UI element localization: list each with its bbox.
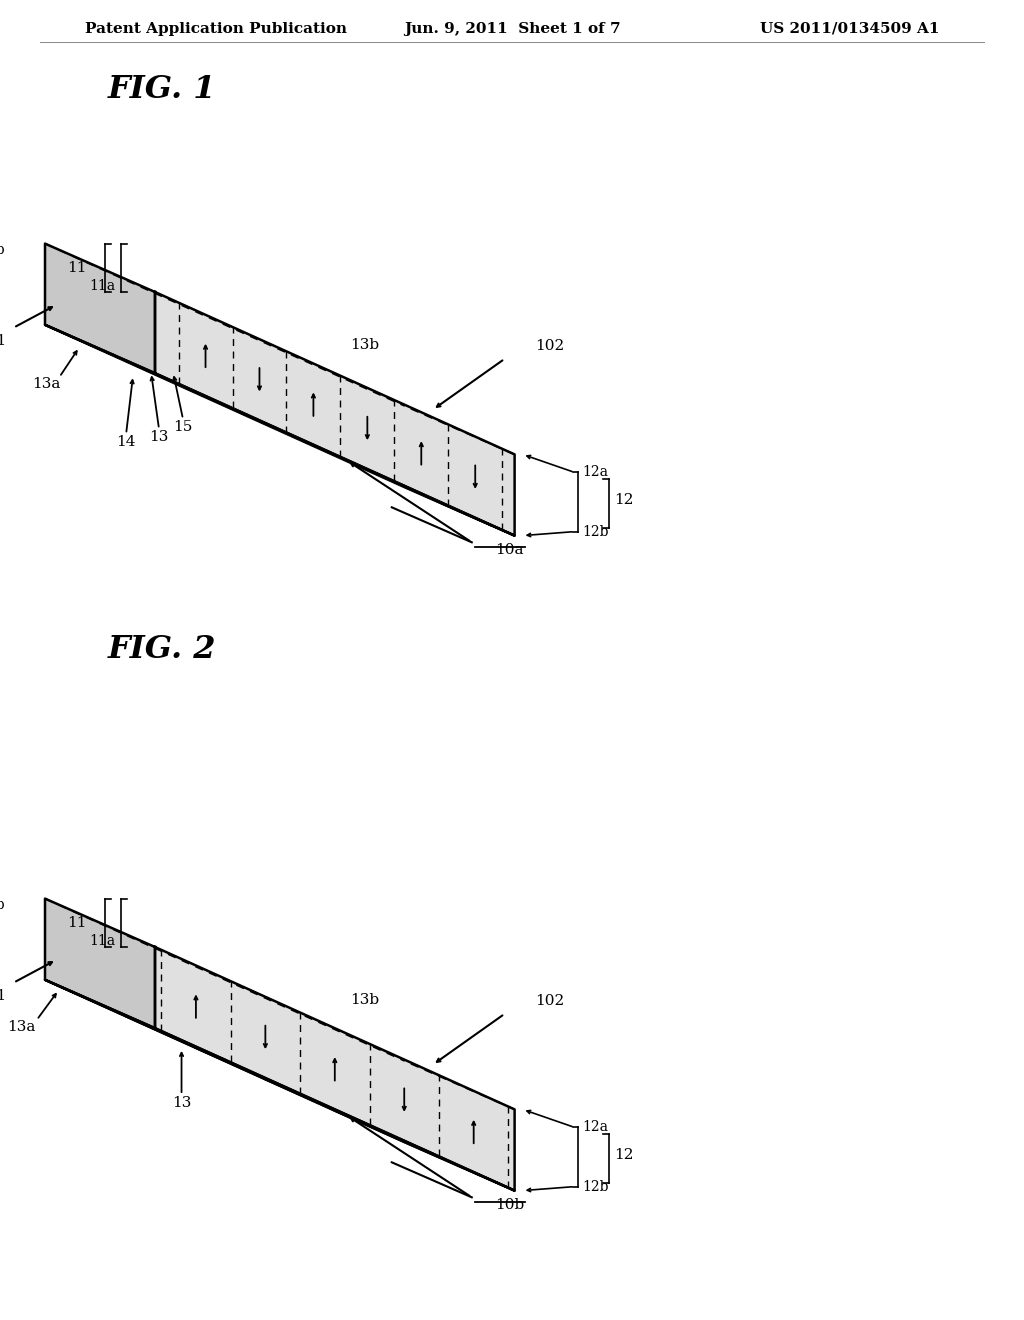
Text: 13b: 13b [350,993,379,1007]
Text: 11: 11 [68,261,87,275]
Polygon shape [45,325,515,536]
Text: 14: 14 [117,436,136,449]
Text: 102: 102 [535,339,564,352]
Text: 13b: 13b [350,338,379,352]
Text: 102: 102 [535,994,564,1007]
Text: 12a: 12a [583,466,608,479]
Text: 101: 101 [0,334,6,347]
Text: Jun. 9, 2011  Sheet 1 of 7: Jun. 9, 2011 Sheet 1 of 7 [403,22,621,36]
Text: 11b: 11b [0,898,5,912]
Text: FIG. 2: FIG. 2 [108,635,216,665]
Text: 10b: 10b [495,1199,524,1212]
Polygon shape [78,339,169,380]
Text: 13: 13 [172,1096,191,1110]
Text: 12b: 12b [583,524,609,539]
Text: 11a: 11a [89,935,115,948]
Text: 13a: 13a [7,1020,36,1034]
Polygon shape [155,946,515,1191]
Polygon shape [132,364,223,404]
Text: 13a: 13a [32,378,60,391]
Text: 15: 15 [173,420,193,434]
Polygon shape [45,899,155,1028]
Polygon shape [186,388,276,429]
Text: 101: 101 [0,989,6,1003]
Text: 12: 12 [614,1148,634,1162]
Polygon shape [401,486,493,527]
Polygon shape [155,292,515,536]
Text: 12a: 12a [583,1121,608,1134]
Text: FIG. 1: FIG. 1 [108,74,216,106]
Text: 11a: 11a [89,279,115,293]
Polygon shape [294,437,385,478]
Text: 10a: 10a [495,544,523,557]
Polygon shape [45,244,155,374]
Text: 13: 13 [150,430,169,445]
Text: 12b: 12b [583,1180,609,1193]
Text: Patent Application Publication: Patent Application Publication [85,22,347,36]
Polygon shape [348,461,438,502]
Polygon shape [45,979,515,1191]
Polygon shape [240,412,331,453]
Text: US 2011/0134509 A1: US 2011/0134509 A1 [761,22,940,36]
Text: 12: 12 [614,492,634,507]
Text: 11b: 11b [0,243,5,256]
Text: 11: 11 [68,916,87,929]
